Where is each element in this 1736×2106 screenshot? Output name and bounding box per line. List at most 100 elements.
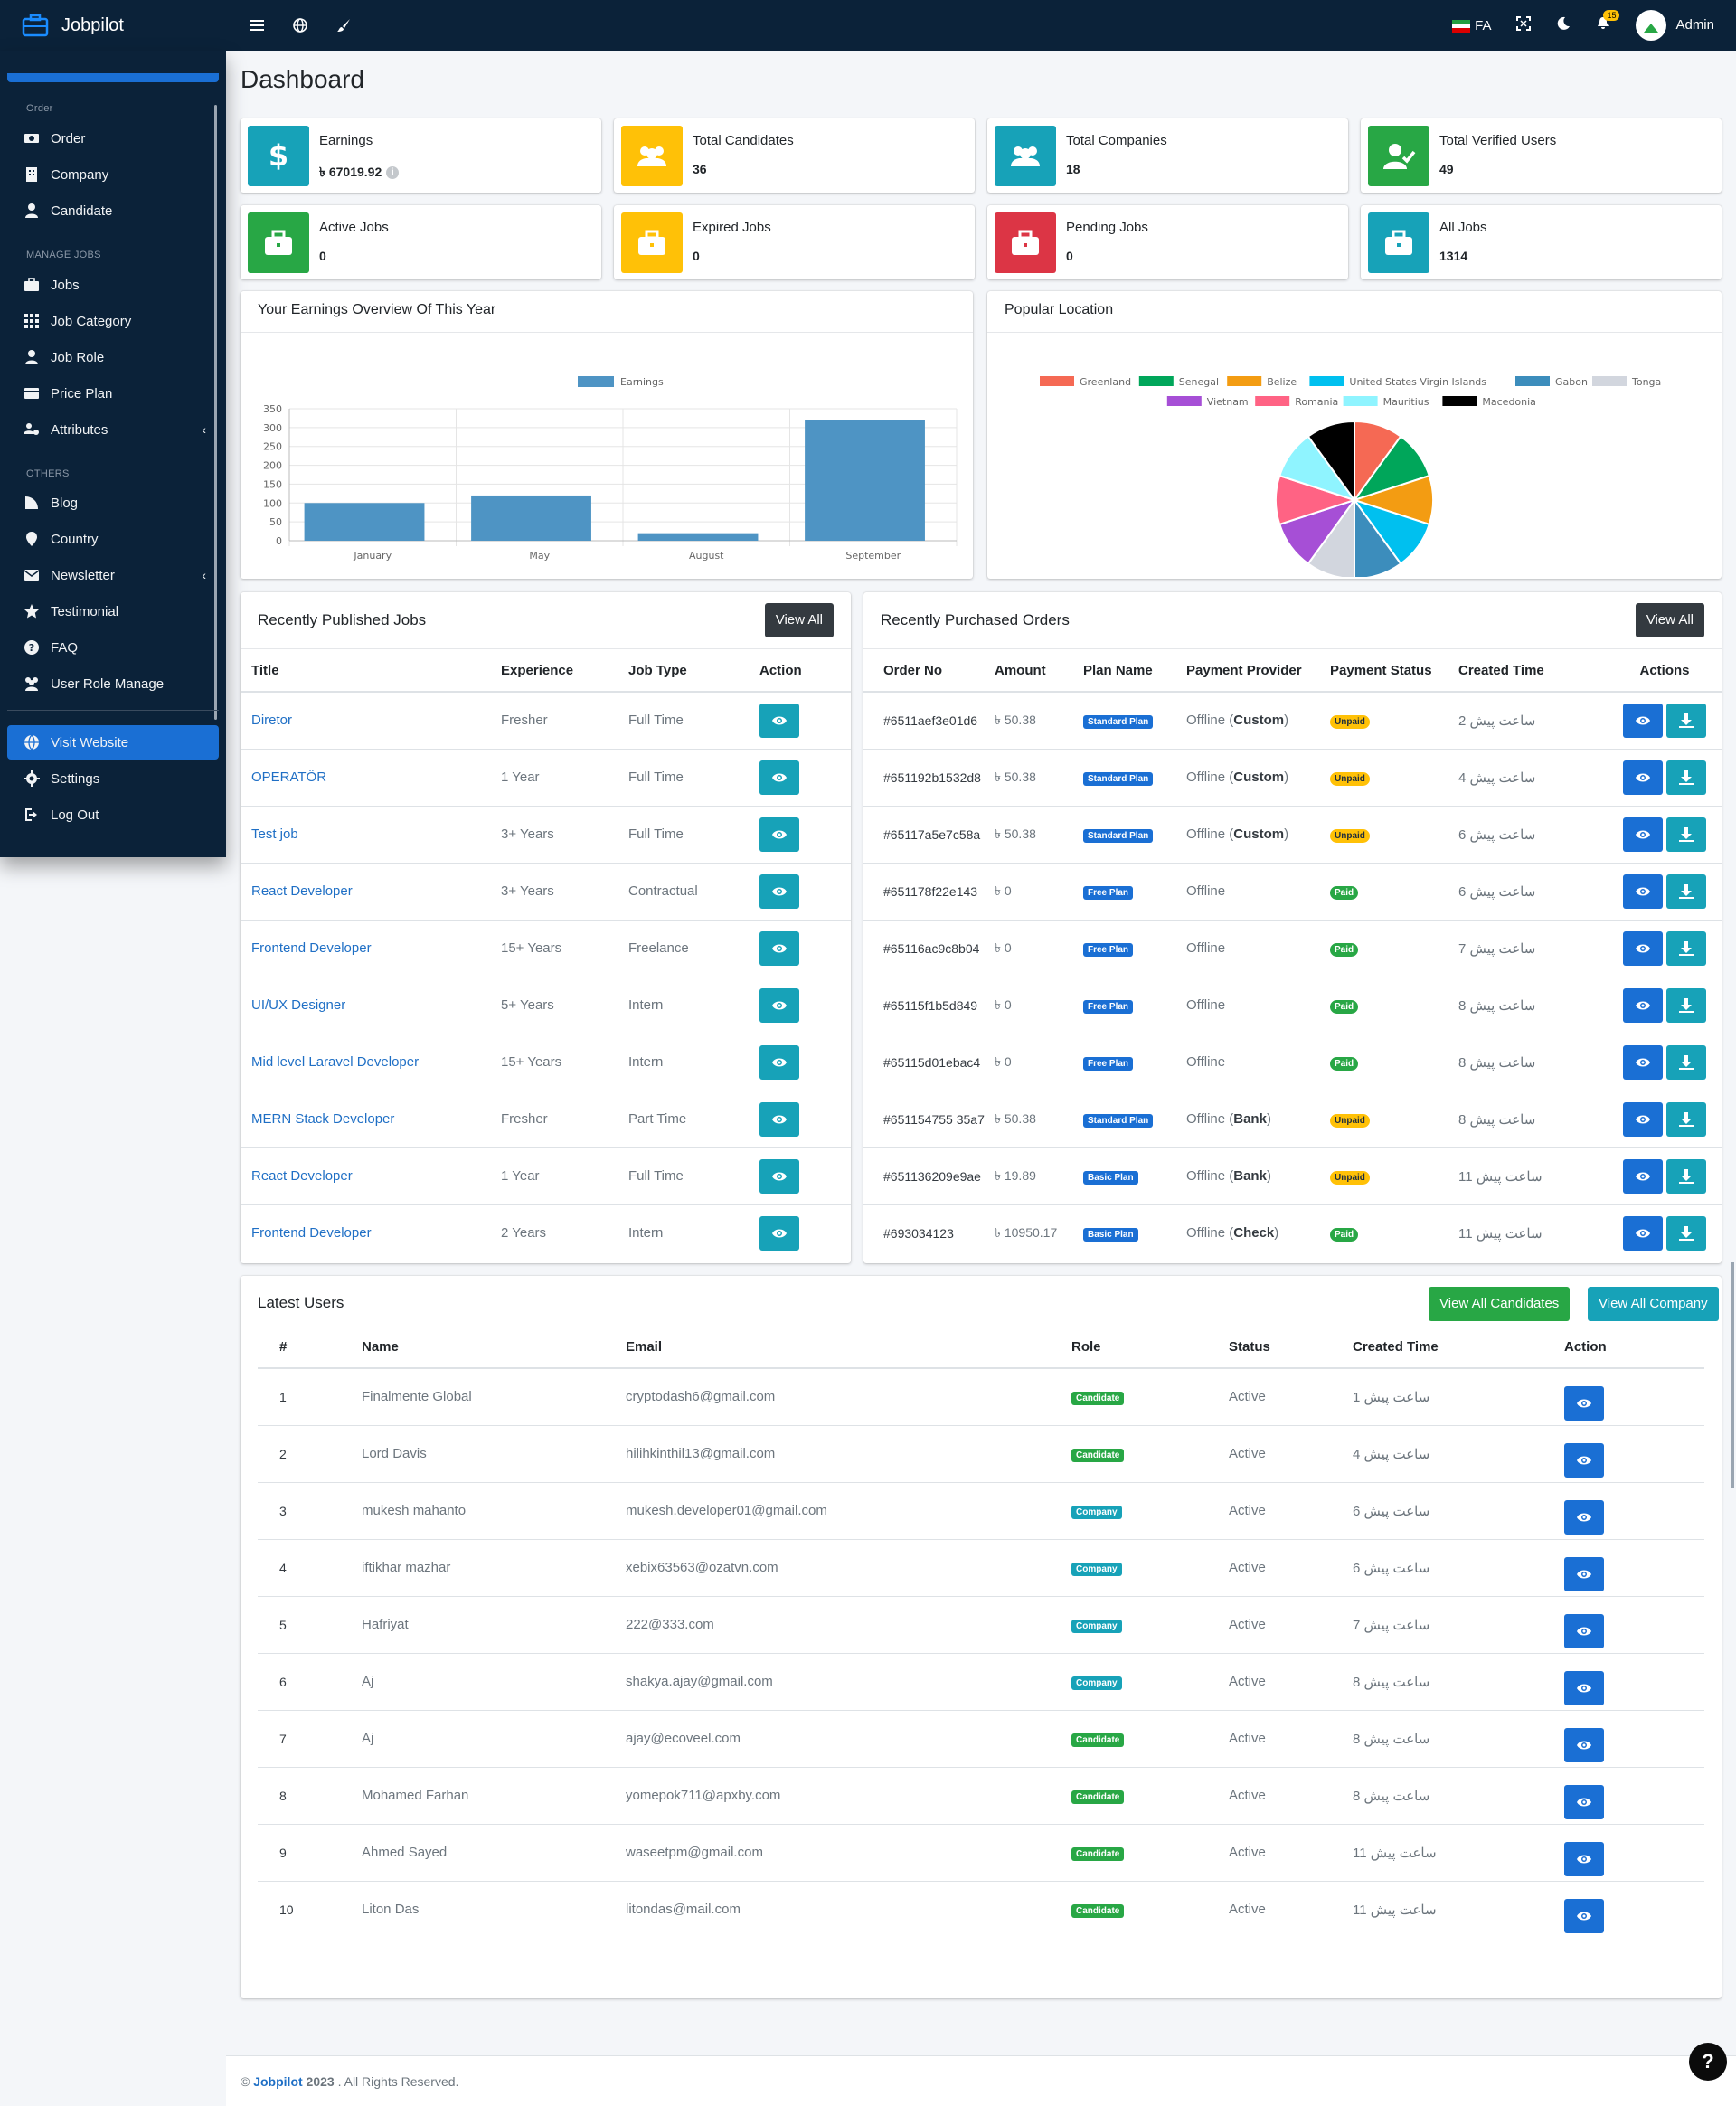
- jobs-view-all-button[interactable]: View All: [764, 603, 834, 637]
- view-eye-button[interactable]: [1564, 1385, 1604, 1421]
- view-eye-button[interactable]: [760, 1044, 799, 1080]
- column-header[interactable]: Plan Name: [1083, 650, 1186, 693]
- download-button[interactable]: [1666, 760, 1707, 795]
- dark-mode-icon[interactable]: [1556, 16, 1571, 34]
- column-header[interactable]: Created Time: [1458, 650, 1608, 693]
- column-header[interactable]: #: [258, 1327, 362, 1369]
- view-eye-button[interactable]: [1622, 1158, 1663, 1194]
- sidebar-item-order[interactable]: Order: [24, 127, 213, 149]
- download-button[interactable]: [1666, 817, 1707, 852]
- sidebar-scrollbar[interactable]: [214, 105, 217, 720]
- column-header[interactable]: Name: [362, 1327, 626, 1369]
- column-header[interactable]: Email: [626, 1327, 1071, 1369]
- view-eye-button[interactable]: [1622, 1044, 1663, 1080]
- footer-brand-link[interactable]: Jobpilot: [253, 2074, 303, 2089]
- download-button[interactable]: [1666, 987, 1707, 1023]
- info-icon[interactable]: i: [386, 166, 400, 180]
- sidebar-item-jobs[interactable]: Jobs: [24, 274, 213, 296]
- sidebar-item-log-out[interactable]: Log Out: [24, 804, 213, 826]
- job-title-link[interactable]: OPERATÖR: [241, 748, 501, 806]
- job-title-link[interactable]: React Developer: [241, 1147, 501, 1204]
- view-eye-button[interactable]: [1622, 703, 1663, 738]
- help-button[interactable]: ?: [1689, 2043, 1727, 2081]
- view-eye-button[interactable]: [1622, 1101, 1663, 1137]
- view-eye-button[interactable]: [1622, 817, 1663, 852]
- column-header[interactable]: Created Time: [1353, 1327, 1564, 1369]
- column-header[interactable]: Payment Status: [1330, 650, 1458, 693]
- view-eye-button[interactable]: [760, 987, 799, 1023]
- page-scrollbar[interactable]: [1731, 1262, 1734, 1488]
- job-title-link[interactable]: UI/UX Designer: [241, 976, 501, 1034]
- sidebar-item-candidate[interactable]: Candidate: [24, 200, 213, 222]
- sidebar-item-job-role[interactable]: Job Role: [24, 346, 213, 368]
- sidebar-item-job-category[interactable]: Job Category: [24, 310, 213, 332]
- view-eye-button[interactable]: [760, 874, 799, 909]
- globe-icon[interactable]: [291, 16, 309, 34]
- column-header[interactable]: Role: [1071, 1327, 1229, 1369]
- column-header[interactable]: Title: [241, 650, 501, 693]
- view-eye-button[interactable]: [760, 817, 799, 852]
- job-title-link[interactable]: Test job: [241, 805, 501, 863]
- download-button[interactable]: [1666, 930, 1707, 966]
- column-header[interactable]: Action: [1564, 1327, 1704, 1369]
- job-title-link[interactable]: Frontend Developer: [241, 1204, 501, 1261]
- column-header[interactable]: Action: [760, 650, 851, 693]
- column-header[interactable]: Amount: [995, 650, 1083, 693]
- job-title-link[interactable]: React Developer: [241, 862, 501, 920]
- view-eye-button[interactable]: [1564, 1898, 1604, 1933]
- view-eye-button[interactable]: [760, 1215, 799, 1251]
- sidebar-item-blog[interactable]: Blog: [24, 492, 213, 514]
- sidebar-item-country[interactable]: Country: [24, 528, 213, 550]
- view-eye-button[interactable]: [1564, 1613, 1604, 1648]
- user-menu[interactable]: Admin: [1636, 10, 1714, 41]
- view-eye-button[interactable]: [760, 1101, 799, 1137]
- view-eye-button[interactable]: [1564, 1670, 1604, 1705]
- sidebar-item-settings[interactable]: Settings: [24, 768, 213, 789]
- brand[interactable]: Jobpilot: [0, 0, 226, 51]
- view-eye-button[interactable]: [760, 703, 799, 738]
- view-eye-button[interactable]: [1564, 1784, 1604, 1819]
- job-title-link[interactable]: Mid level Laravel Developer: [241, 1033, 501, 1091]
- sidebar-item-user-role-manage[interactable]: User Role Manage: [24, 673, 213, 694]
- download-button[interactable]: [1666, 703, 1707, 738]
- sidebar-item-faq[interactable]: ? FAQ: [24, 637, 213, 658]
- view-eye-button[interactable]: [1564, 1841, 1604, 1876]
- view-eye-button[interactable]: [760, 1158, 799, 1194]
- sidebar-item-newsletter[interactable]: Newsletter ‹: [24, 564, 213, 586]
- column-header[interactable]: Status: [1229, 1327, 1353, 1369]
- brush-icon[interactable]: [335, 16, 353, 34]
- view-eye-button[interactable]: [1564, 1727, 1604, 1762]
- download-button[interactable]: [1666, 1101, 1707, 1137]
- notification-bell-icon[interactable]: 15: [1596, 10, 1620, 34]
- view-all-candidates-button[interactable]: View All Candidates: [1429, 1287, 1571, 1321]
- orders-view-all-button[interactable]: View All: [1635, 603, 1704, 637]
- column-header[interactable]: Actions: [1608, 650, 1722, 693]
- view-eye-button[interactable]: [1622, 987, 1663, 1023]
- sidebar-item-company[interactable]: Company: [24, 164, 213, 185]
- sidebar-item-price-plan[interactable]: Price Plan: [24, 382, 213, 404]
- download-button[interactable]: [1666, 1044, 1707, 1080]
- fullscreen-icon[interactable]: [1516, 16, 1532, 34]
- view-eye-button[interactable]: [1564, 1556, 1604, 1591]
- view-eye-button[interactable]: [1622, 1215, 1663, 1251]
- language-selector[interactable]: FA: [1452, 18, 1491, 33]
- sidebar-item-attributes[interactable]: Attributes ‹: [24, 419, 213, 440]
- view-all-company-button[interactable]: View All Company: [1588, 1287, 1719, 1321]
- column-header[interactable]: Order No: [863, 650, 995, 693]
- view-eye-button[interactable]: [760, 930, 799, 966]
- download-button[interactable]: [1666, 1215, 1707, 1251]
- job-title-link[interactable]: Frontend Developer: [241, 919, 501, 977]
- column-header[interactable]: Experience: [501, 650, 628, 693]
- view-eye-button[interactable]: [760, 760, 799, 795]
- download-button[interactable]: [1666, 874, 1707, 909]
- view-eye-button[interactable]: [1564, 1442, 1604, 1478]
- column-header[interactable]: Payment Provider: [1186, 650, 1330, 693]
- column-header[interactable]: Job Type: [628, 650, 760, 693]
- job-title-link[interactable]: Diretor: [241, 691, 501, 749]
- view-eye-button[interactable]: [1622, 930, 1663, 966]
- sidebar-item-testimonial[interactable]: Testimonial: [24, 600, 213, 622]
- view-eye-button[interactable]: [1622, 874, 1663, 909]
- job-title-link[interactable]: MERN Stack Developer: [241, 1090, 501, 1147]
- view-eye-button[interactable]: [1622, 760, 1663, 795]
- menu-toggle-icon[interactable]: [248, 16, 266, 34]
